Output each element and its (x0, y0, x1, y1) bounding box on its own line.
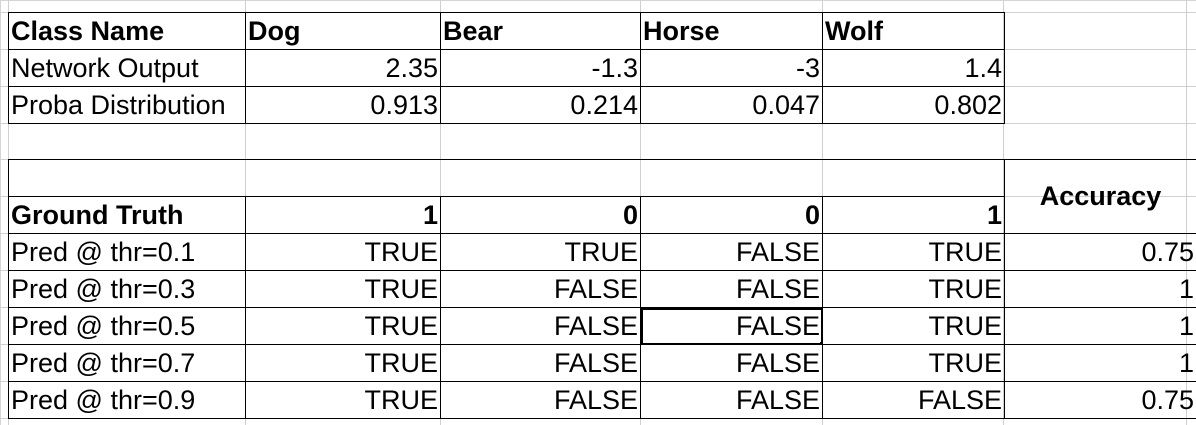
cell[interactable]: 0.047 (640, 86, 823, 124)
class-output-table: Class Name Dog Bear Horse Wolf Network O… (8, 12, 1005, 124)
cell[interactable]: 1 (822, 196, 1005, 234)
cell[interactable]: TRUE (245, 381, 441, 419)
cell[interactable]: 0 (440, 196, 641, 234)
cell[interactable]: 1 (1004, 270, 1196, 308)
cell[interactable]: TRUE (245, 270, 441, 308)
cell[interactable]: 2.35 (245, 49, 441, 87)
cell[interactable]: -3 (640, 49, 823, 87)
cell[interactable]: FALSE (640, 270, 823, 308)
cell[interactable]: Pred @ thr=0.9 (8, 381, 246, 419)
cell[interactable]: TRUE (822, 307, 1005, 345)
cell[interactable]: 0.802 (822, 86, 1005, 124)
cell[interactable]: TRUE (822, 233, 1005, 271)
cell[interactable]: Wolf (822, 12, 1005, 50)
table-row: Pred @ thr=0.9 TRUE FALSE FALSE FALSE 0.… (8, 381, 1196, 419)
table-row: Proba Distribution 0.913 0.214 0.047 0.8… (8, 86, 1005, 124)
cell[interactable]: Pred @ thr=0.3 (8, 270, 246, 308)
cell[interactable]: FALSE (440, 270, 641, 308)
cell[interactable]: TRUE (822, 270, 1005, 308)
header-row: Class Name Dog Bear Horse Wolf (8, 12, 1005, 50)
cell[interactable]: 1 (1004, 307, 1196, 345)
cell[interactable]: 0.214 (440, 86, 641, 124)
cell[interactable]: TRUE (245, 344, 441, 382)
cell[interactable]: FALSE (822, 381, 1005, 419)
cell[interactable]: 0.913 (245, 86, 441, 124)
cell[interactable]: Class Name (8, 12, 246, 50)
cell[interactable]: FALSE (640, 381, 823, 419)
empty-cell[interactable] (8, 159, 1005, 197)
selected-cell[interactable]: FALSE (640, 307, 823, 345)
spacer-row: Accuracy (8, 159, 1196, 234)
cell[interactable]: Dog (245, 12, 441, 50)
grid-line (0, 418, 1196, 419)
cell[interactable]: FALSE (440, 307, 641, 345)
cell[interactable]: 1 (245, 196, 441, 234)
table-row: Pred @ thr=0.5 TRUE FALSE FALSE TRUE 1 (8, 307, 1196, 345)
cell[interactable]: FALSE (440, 381, 641, 419)
cell[interactable]: Bear (440, 12, 641, 50)
cell[interactable]: Horse (640, 12, 823, 50)
table-row: Pred @ thr=0.7 TRUE FALSE FALSE TRUE 1 (8, 344, 1196, 382)
cell[interactable]: 0 (640, 196, 823, 234)
accuracy-header[interactable]: Accuracy (1004, 159, 1196, 234)
cell[interactable]: TRUE (822, 344, 1005, 382)
table-row: Network Output 2.35 -1.3 -3 1.4 (8, 49, 1005, 87)
cell[interactable]: 0.75 (1004, 233, 1196, 271)
grid-line (0, 123, 1196, 124)
cell[interactable]: 1 (1004, 344, 1196, 382)
cell[interactable]: 1.4 (822, 49, 1005, 87)
cell[interactable]: TRUE (440, 233, 641, 271)
cell[interactable]: Network Output (8, 49, 246, 87)
cell[interactable]: TRUE (245, 233, 441, 271)
cell[interactable]: FALSE (640, 344, 823, 382)
cell[interactable]: Ground Truth (8, 196, 246, 234)
cell[interactable]: TRUE (245, 307, 441, 345)
prediction-table: Accuracy Ground Truth 1 0 0 1 Pred @ thr… (8, 159, 1196, 419)
cell[interactable]: FALSE (440, 344, 641, 382)
cell[interactable]: -1.3 (440, 49, 641, 87)
cell[interactable]: Pred @ thr=0.7 (8, 344, 246, 382)
cell[interactable]: Pred @ thr=0.5 (8, 307, 246, 345)
table-row: Pred @ thr=0.3 TRUE FALSE FALSE TRUE 1 (8, 270, 1196, 308)
table-row: Pred @ thr=0.1 TRUE TRUE FALSE TRUE 0.75 (8, 233, 1196, 271)
ground-truth-row: Ground Truth 1 0 0 1 (8, 196, 1196, 234)
cell[interactable]: Proba Distribution (8, 86, 246, 124)
cell[interactable]: 0.75 (1004, 381, 1196, 419)
cell[interactable]: Pred @ thr=0.1 (8, 233, 246, 271)
cell[interactable]: FALSE (640, 233, 823, 271)
